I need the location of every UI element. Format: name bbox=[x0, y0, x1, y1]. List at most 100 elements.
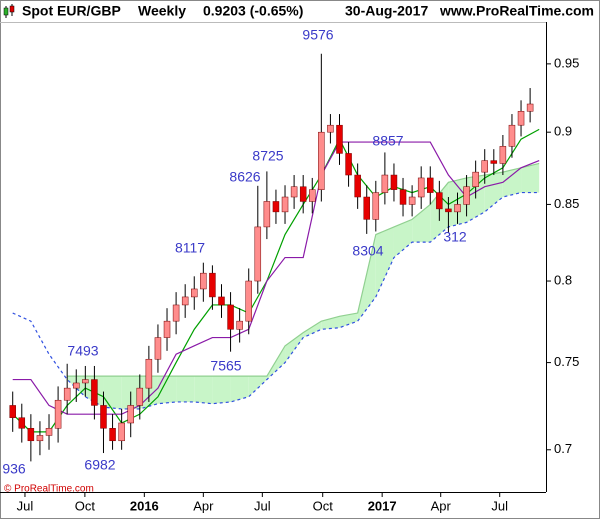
x-tick-label: Apr bbox=[193, 498, 214, 513]
footer: © ProRealTime.com bbox=[4, 484, 94, 495]
price-annotation: 8857 bbox=[372, 133, 403, 149]
y-tick-label: 0.9 bbox=[554, 124, 572, 139]
candle-body bbox=[399, 189, 407, 205]
candle-body bbox=[372, 192, 380, 220]
cloud-segment bbox=[502, 167, 522, 198]
candle-body bbox=[200, 272, 207, 290]
candle-body bbox=[36, 435, 44, 442]
candle-body bbox=[499, 146, 507, 164]
x-tick-label: 2017 bbox=[368, 498, 397, 513]
candle-body bbox=[181, 296, 189, 306]
candle-body bbox=[172, 304, 180, 322]
candle-body bbox=[154, 337, 162, 360]
candle-body bbox=[227, 304, 234, 330]
candle-body bbox=[417, 177, 425, 198]
price-annotation: 312 bbox=[443, 229, 467, 245]
candle-body bbox=[27, 428, 35, 442]
cloud-segment bbox=[375, 226, 394, 297]
candle-body bbox=[481, 160, 488, 173]
price-annotation: 8117 bbox=[175, 240, 205, 256]
candle-body bbox=[91, 379, 98, 406]
logo-icon bbox=[3, 4, 15, 18]
cloud-segment bbox=[393, 219, 413, 258]
candle-body bbox=[336, 124, 343, 154]
candle-body bbox=[363, 196, 370, 220]
price-annotation: 9576 bbox=[302, 27, 333, 43]
candle-body bbox=[245, 280, 252, 322]
price-annotation: 8304 bbox=[352, 243, 383, 259]
candle-body bbox=[136, 387, 144, 406]
candle-body bbox=[345, 153, 352, 176]
candle-body bbox=[9, 405, 16, 418]
period: Weekly bbox=[138, 3, 186, 19]
cloud-segment bbox=[521, 163, 540, 193]
x-tick-label: Oct bbox=[313, 498, 334, 513]
candle-body bbox=[508, 124, 516, 147]
candle-body bbox=[463, 186, 470, 205]
cloud-segment bbox=[303, 321, 322, 338]
candle-body bbox=[281, 196, 289, 213]
cloud-segment bbox=[285, 332, 304, 363]
candle-body bbox=[526, 103, 534, 112]
span-b bbox=[12, 191, 540, 410]
candle-body bbox=[490, 160, 498, 164]
candle-body bbox=[517, 111, 525, 126]
price-annotation: 8626 bbox=[229, 169, 260, 185]
candle-body bbox=[299, 186, 307, 202]
candle-body bbox=[191, 288, 198, 298]
y-tick-label: 0.7 bbox=[554, 441, 572, 456]
candle-body bbox=[309, 189, 316, 202]
candle-body bbox=[118, 422, 125, 442]
x-tick-label: 2016 bbox=[130, 498, 159, 513]
candle-body bbox=[427, 177, 434, 193]
cloud-segment bbox=[412, 204, 431, 243]
candle-body bbox=[54, 399, 62, 429]
candle-body bbox=[254, 226, 262, 282]
candle-body bbox=[318, 131, 325, 190]
price-annotation: 6982 bbox=[84, 457, 115, 473]
candle-body bbox=[354, 174, 361, 198]
candle-body bbox=[82, 379, 89, 384]
cloud bbox=[12, 162, 540, 410]
candle-body bbox=[327, 124, 334, 133]
site: www.ProRealTime.com bbox=[439, 3, 594, 19]
cloud-segment bbox=[248, 376, 267, 397]
cloud-segment bbox=[321, 316, 340, 330]
candle-body bbox=[72, 382, 80, 389]
cloud-segment bbox=[466, 175, 485, 223]
candle-body bbox=[218, 296, 225, 306]
price-annotation: 8725 bbox=[252, 148, 283, 164]
x-tick-label: Jul bbox=[491, 498, 508, 513]
candles bbox=[9, 53, 534, 462]
candle-body bbox=[45, 428, 53, 436]
price-annotation: 936 bbox=[2, 461, 26, 477]
price-annotation: 7565 bbox=[210, 358, 241, 374]
candle-body bbox=[127, 405, 134, 424]
x-tick-label: Oct bbox=[75, 498, 96, 513]
x-tick-label: Jul bbox=[254, 498, 271, 513]
indicator-line bbox=[12, 128, 540, 433]
cloud-segment bbox=[194, 376, 213, 404]
candle-body bbox=[290, 186, 298, 198]
x-tick-label: Jul bbox=[17, 498, 34, 513]
candle-body bbox=[263, 201, 271, 228]
date: 30-Aug-2017 bbox=[345, 3, 428, 19]
candle-body bbox=[390, 174, 398, 190]
y-tick-label: 0.8 bbox=[554, 272, 572, 287]
last-quote: 0.9203 (-0.65%) bbox=[203, 3, 303, 19]
candle-body bbox=[109, 428, 116, 442]
y-tick-label: 0.85 bbox=[554, 196, 579, 211]
cloud-segment bbox=[212, 376, 231, 404]
y-tick-label: 0.95 bbox=[554, 55, 579, 70]
candle-body bbox=[145, 358, 153, 389]
cloud-segment bbox=[157, 376, 177, 404]
candle-body bbox=[472, 171, 479, 187]
candle-body bbox=[445, 208, 452, 213]
candle-body bbox=[272, 201, 280, 213]
candle-body bbox=[209, 272, 216, 298]
cloud-segment bbox=[176, 376, 195, 402]
candle-body bbox=[436, 192, 443, 210]
cloud-segment bbox=[103, 376, 122, 409]
